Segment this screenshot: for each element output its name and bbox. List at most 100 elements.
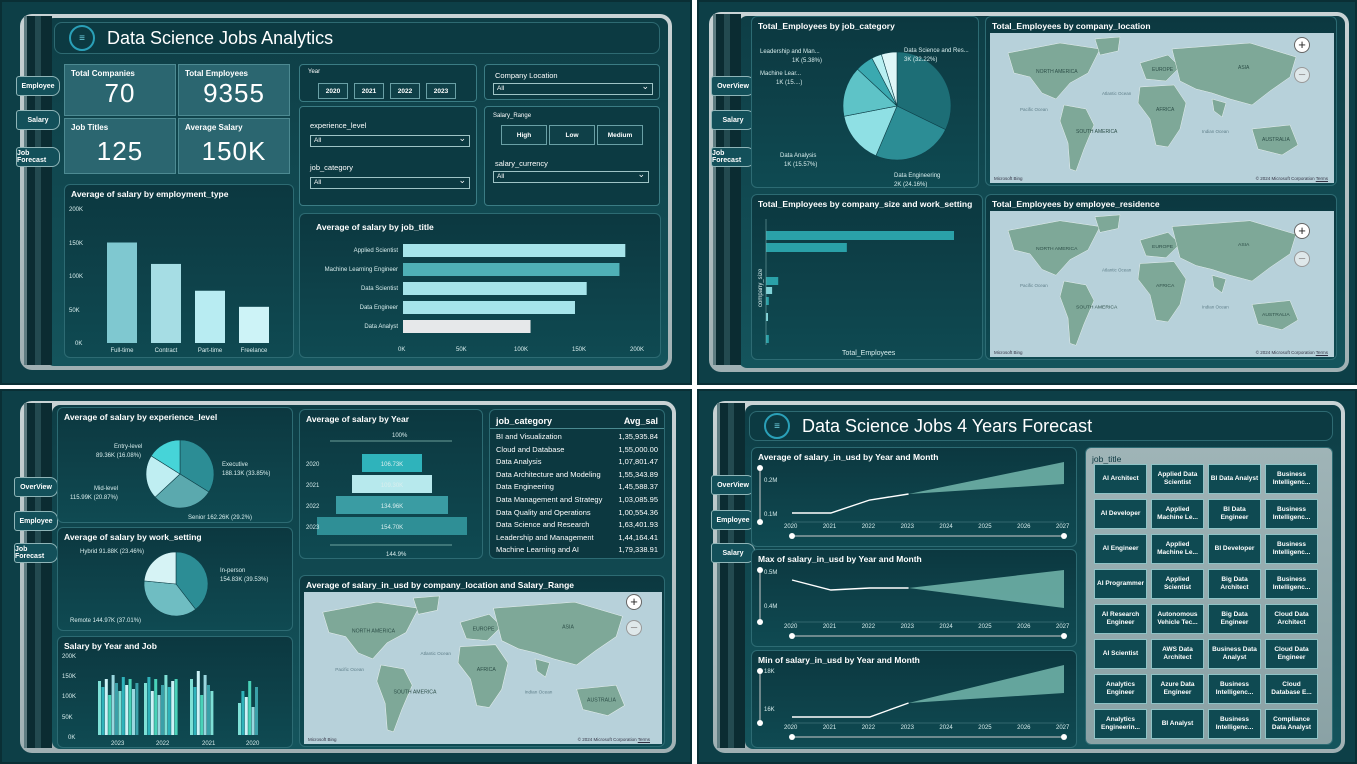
funnel-bar[interactable] xyxy=(362,454,422,472)
slider-handle[interactable] xyxy=(757,567,763,573)
continent[interactable] xyxy=(322,601,419,660)
bar[interactable] xyxy=(108,695,112,735)
bar[interactable] xyxy=(174,679,178,735)
continent[interactable] xyxy=(1007,42,1101,100)
bar[interactable] xyxy=(207,685,210,735)
employee-residence-map[interactable]: NORTH AMERICA SOUTH AMERICA EUROPE AFRICA AS… xyxy=(990,211,1334,357)
job-title-option[interactable]: Compliance Data Analyst xyxy=(1265,709,1318,739)
bar[interactable] xyxy=(403,263,620,276)
continent[interactable] xyxy=(534,658,550,678)
continent[interactable] xyxy=(1211,274,1227,294)
bar[interactable] xyxy=(766,313,768,321)
job-title-option[interactable]: Analytics Engineerin... xyxy=(1094,709,1147,739)
bar[interactable] xyxy=(238,703,241,735)
bar[interactable] xyxy=(161,685,164,735)
bar[interactable] xyxy=(251,707,255,735)
continent[interactable] xyxy=(1171,42,1297,106)
salary-currency-dropdown[interactable]: All xyxy=(493,169,649,183)
bar[interactable] xyxy=(150,691,154,735)
continent[interactable] xyxy=(1139,54,1181,82)
pie-slice[interactable] xyxy=(881,51,898,107)
bar[interactable] xyxy=(147,677,151,735)
bar[interactable] xyxy=(128,679,132,735)
job-title-option[interactable]: Business Intelligenc... xyxy=(1208,674,1261,704)
slider-handle[interactable] xyxy=(757,619,763,625)
pie-slice[interactable] xyxy=(143,551,177,585)
funnel-bar[interactable] xyxy=(352,475,432,493)
bar[interactable] xyxy=(157,695,161,735)
job-title-option[interactable]: Big Data Architect xyxy=(1208,569,1261,599)
continent[interactable] xyxy=(1211,98,1227,118)
bar[interactable] xyxy=(98,681,101,735)
slider-handle[interactable] xyxy=(1061,734,1067,740)
slider-handle[interactable] xyxy=(1061,633,1067,639)
slider-handle[interactable] xyxy=(789,533,795,539)
nav-employee-button[interactable]: Employee xyxy=(16,76,60,96)
bar[interactable] xyxy=(101,687,105,735)
bar[interactable] xyxy=(171,681,175,735)
continent[interactable] xyxy=(1251,300,1299,331)
slider-handle[interactable] xyxy=(757,465,763,471)
nav-job-forecast-button[interactable]: Job Forecast xyxy=(14,543,58,563)
company-location-dropdown[interactable]: All xyxy=(493,81,653,95)
bar[interactable] xyxy=(167,687,171,735)
table-row[interactable]: Data Architecture and Modeling 1,55,343.8… xyxy=(490,469,664,482)
bar[interactable] xyxy=(154,679,158,735)
funnel-bar[interactable] xyxy=(336,496,448,514)
slider-handle[interactable] xyxy=(757,668,763,674)
table-row[interactable]: Cloud and Database 1,55,000.00 xyxy=(490,444,664,457)
col-job-category[interactable]: job_category xyxy=(496,416,553,426)
slider-handle[interactable] xyxy=(789,633,795,639)
bar[interactable] xyxy=(111,675,115,735)
continent[interactable] xyxy=(376,664,413,733)
bar[interactable] xyxy=(403,244,626,257)
table-row[interactable]: Machine Learning and AI 1,79,338.91 xyxy=(490,544,664,557)
year-2023-button[interactable]: 2023 xyxy=(426,83,456,99)
job-title-option[interactable]: AI Developer xyxy=(1094,499,1147,529)
table-row[interactable]: Leadership and Management 1,44,164.41 xyxy=(490,532,664,545)
continent[interactable] xyxy=(1251,124,1299,156)
zoom-in-button[interactable]: + xyxy=(626,594,642,610)
bar[interactable] xyxy=(190,679,193,735)
continent[interactable] xyxy=(576,684,625,716)
salary-location-map[interactable]: NORTH AMERICA SOUTH AMERICA EUROPE AFRICA AS… xyxy=(304,592,662,744)
table-row[interactable]: Data Analysis 1,07,801.47 xyxy=(490,456,664,469)
bar[interactable] xyxy=(766,297,769,305)
bar[interactable] xyxy=(107,242,137,344)
bar[interactable] xyxy=(135,683,139,735)
continent[interactable] xyxy=(493,601,623,666)
job-title-option[interactable]: BI Developer xyxy=(1208,534,1261,564)
job-category-dropdown[interactable]: All xyxy=(310,175,470,189)
salary-low-button[interactable]: Low xyxy=(549,125,595,145)
pie-slice[interactable] xyxy=(175,551,209,610)
nav-job-forecast-button[interactable]: Job Forecast xyxy=(711,147,755,167)
slider-handle[interactable] xyxy=(757,720,763,726)
bar[interactable] xyxy=(403,282,587,295)
funnel-bar[interactable] xyxy=(317,517,467,535)
salary-medium-button[interactable]: Medium xyxy=(597,125,643,145)
bar[interactable] xyxy=(403,301,575,314)
bar[interactable] xyxy=(244,697,248,735)
bar[interactable] xyxy=(115,683,118,735)
pie-slice[interactable] xyxy=(150,439,181,475)
continent[interactable] xyxy=(412,595,440,615)
nav-salary-button[interactable]: Salary xyxy=(711,110,755,130)
table-row[interactable]: Data Science and Research 1,63,401.93 xyxy=(490,519,664,532)
nav-salary-button[interactable]: Salary xyxy=(711,543,755,563)
job-title-option[interactable]: Business Data Analyst xyxy=(1208,639,1261,669)
job-title-option[interactable]: Cloud Data Engineer xyxy=(1265,639,1318,669)
zoom-out-button[interactable]: − xyxy=(1294,67,1310,83)
bar[interactable] xyxy=(248,681,252,735)
slider-handle[interactable] xyxy=(789,734,795,740)
bar[interactable] xyxy=(239,306,269,343)
nav-employee-button[interactable]: Employee xyxy=(711,510,755,530)
bar[interactable] xyxy=(403,320,531,333)
zoom-out-button[interactable]: − xyxy=(626,620,642,636)
salary-high-button[interactable]: High xyxy=(501,125,547,145)
nav-employee-button[interactable]: Employee xyxy=(14,511,58,531)
continent[interactable] xyxy=(1137,261,1187,323)
slider-handle[interactable] xyxy=(1061,533,1067,539)
nav-salary-button[interactable]: Salary xyxy=(16,110,60,130)
job-title-option[interactable]: Big Data Engineer xyxy=(1208,604,1261,634)
job-title-option[interactable]: Cloud Data Architect xyxy=(1265,604,1318,634)
